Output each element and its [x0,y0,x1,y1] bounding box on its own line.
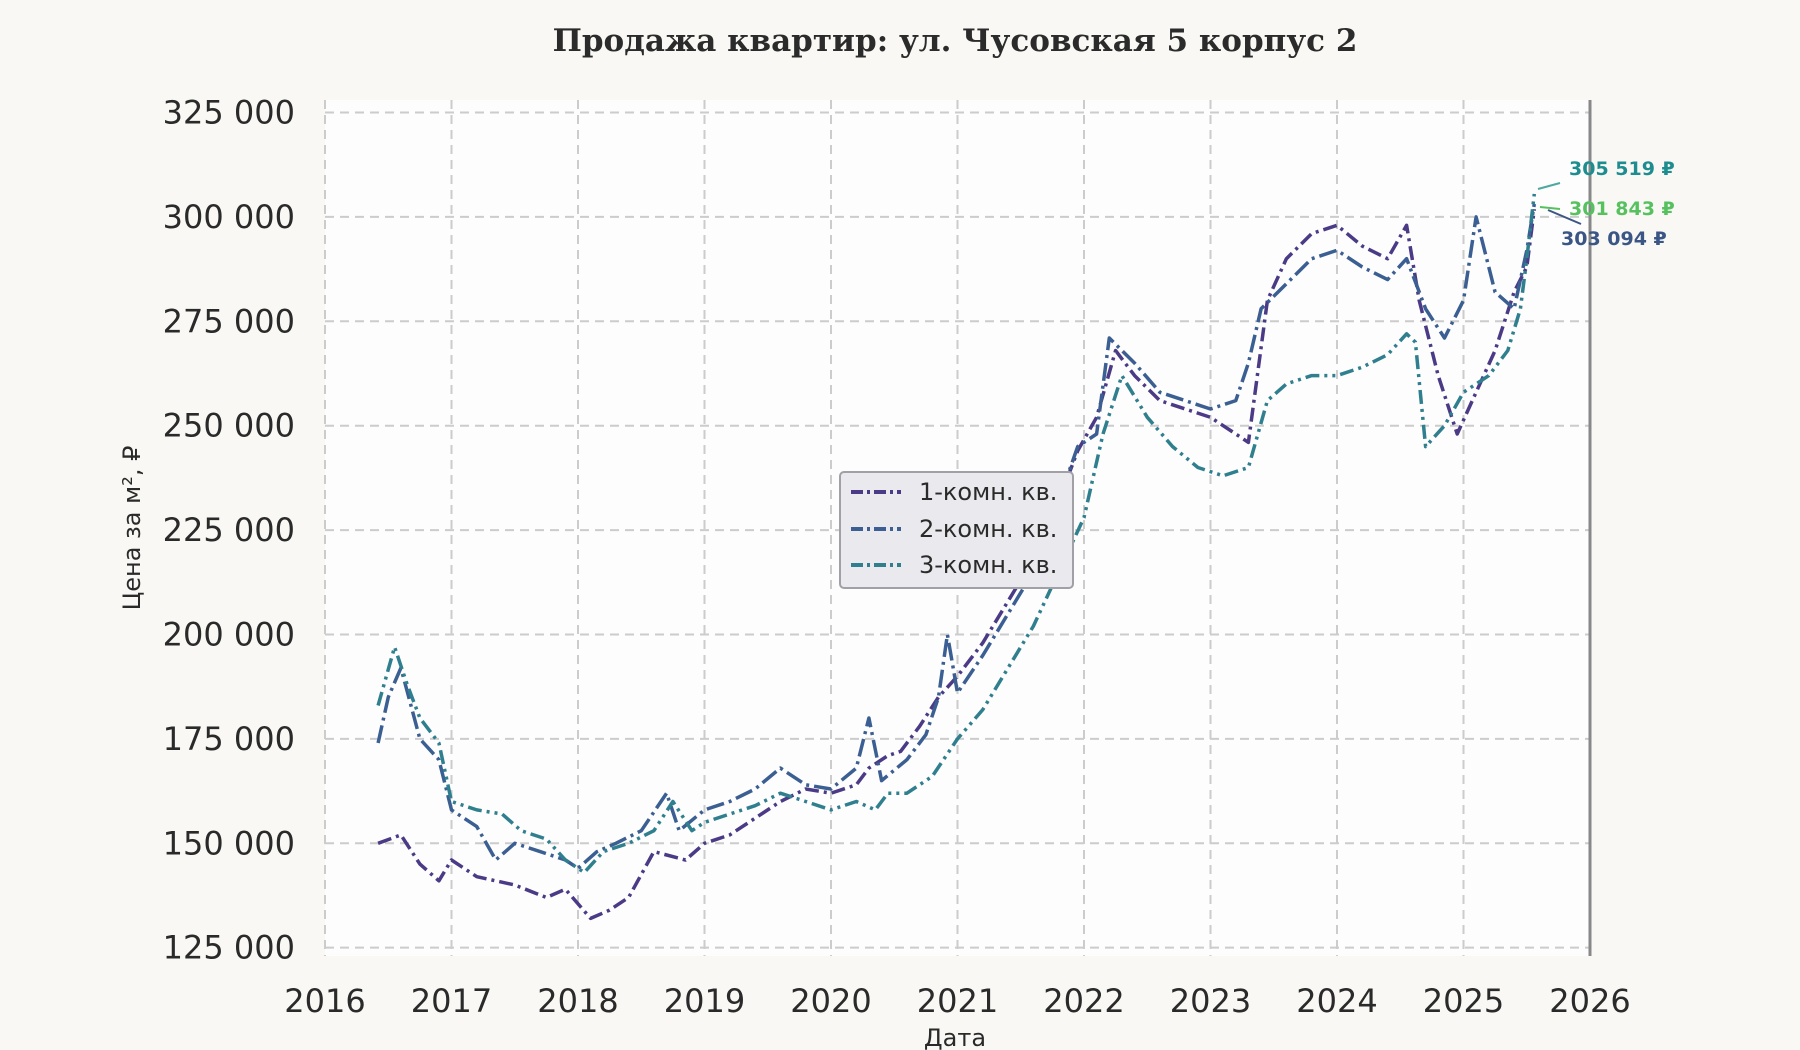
annotation-arrow-3 [1547,209,1582,225]
y-tick-label-0: 125 000 [163,929,295,967]
y-tick-label-8: 325 000 [163,94,295,132]
x-tick-label-9: 2025 [1423,982,1504,1020]
y-tick-label-3: 200 000 [163,615,295,653]
legend-label-3k: 3-комн. кв. [919,551,1057,579]
x-tick-label-2: 2018 [537,982,618,1020]
annotation-arrow-2 [1539,206,1561,210]
chart-title: Продажа квартир: ул. Чусовская 5 корпус … [553,23,1358,59]
series-line-1k [377,208,1537,921]
y-axis: 125 000 150 000 175 000 200 000 225 000 250 0… [163,94,295,967]
y-tick-label-7: 300 000 [163,198,295,236]
series-line-3k [376,193,1537,875]
annotations: 305 519 ₽ 301 843 ₽ 303 094 ₽ [1537,158,1675,250]
x-tick-label-0: 2016 [284,982,365,1020]
series-layer [376,193,1537,921]
annotation-label-2: 301 843 ₽ [1569,198,1675,220]
y-tick-label-5: 250 000 [163,407,295,445]
legend-label-2k: 2-комн. кв. [919,515,1057,543]
legend-box [839,471,1074,589]
x-tick-label-8: 2024 [1296,982,1377,1020]
annotation-label-3: 303 094 ₽ [1561,228,1667,250]
x-axis-label: Дата [924,1024,986,1050]
legend: 1-комн. кв. 2-комн. кв. 3-комн. кв. [839,471,1074,589]
x-tick-label-5: 2021 [917,982,998,1020]
y-tick-label-2: 175 000 [163,720,295,758]
y-tick-label-4: 225 000 [163,511,295,549]
x-tick-label-4: 2020 [790,982,871,1020]
x-tick-label-3: 2019 [664,982,745,1020]
y-tick-label-6: 275 000 [163,302,295,340]
x-axis: 2016 2017 2018 2019 2020 2021 2022 2023 2024 2025… [284,982,1630,1020]
y-tick-label-1: 150 000 [163,824,295,862]
x-tick-label-6: 2022 [1043,982,1124,1020]
x-tick-label-10: 2026 [1549,982,1630,1020]
x-tick-label-7: 2023 [1170,982,1251,1020]
annotation-arrow-1 [1537,182,1561,190]
x-tick-label-1: 2017 [411,982,492,1020]
y-axis-label: Цена за м², ₽ [118,446,146,611]
annotation-label-1: 305 519 ₽ [1569,158,1675,180]
legend-label-1k: 1-комн. кв. [919,478,1057,506]
